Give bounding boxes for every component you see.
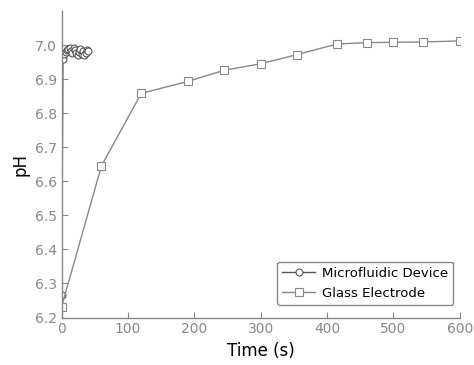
Microfluidic Device (71, 46, 76, 50)
Glass Electrode (138, 91, 144, 96)
Glass Electrode (420, 40, 426, 44)
Line: Microfluidic Device: Microfluidic Device (58, 44, 91, 299)
Glass Electrode (258, 62, 264, 66)
Microfluidic Device (65, 47, 71, 51)
Glass Electrode (391, 40, 396, 45)
Microfluidic Device (60, 57, 66, 61)
Microfluidic Device (63, 50, 68, 54)
Microfluidic Device (68, 49, 74, 53)
Microfluidic Device (80, 49, 86, 53)
Microfluidic Device (79, 51, 84, 56)
Microfluidic Device (82, 50, 88, 55)
Microfluidic Device (75, 52, 81, 57)
Microfluidic Device (84, 48, 90, 52)
Microfluidic Device (85, 49, 91, 53)
Line: Glass Electrode: Glass Electrode (58, 37, 464, 311)
Glass Electrode (185, 79, 191, 84)
Glass Electrode (334, 42, 340, 46)
Glass Electrode (99, 164, 104, 168)
Microfluidic Device (76, 50, 82, 54)
Microfluidic Device (69, 50, 75, 55)
Microfluidic Device (72, 48, 78, 52)
Microfluidic Device (67, 46, 73, 51)
Microfluidic Device (59, 293, 64, 297)
Glass Electrode (59, 304, 64, 309)
Legend: Microfluidic Device, Glass Electrode: Microfluidic Device, Glass Electrode (277, 262, 453, 305)
Microfluidic Device (82, 53, 87, 57)
Glass Electrode (457, 39, 463, 43)
Glass Electrode (364, 41, 370, 45)
Glass Electrode (221, 68, 227, 72)
X-axis label: Time (s): Time (s) (227, 342, 294, 360)
Microfluidic Device (62, 51, 67, 56)
Microfluidic Device (64, 48, 70, 52)
Microfluidic Device (73, 50, 79, 55)
Glass Electrode (294, 52, 300, 57)
Microfluidic Device (77, 47, 83, 51)
Y-axis label: pH: pH (11, 153, 29, 176)
